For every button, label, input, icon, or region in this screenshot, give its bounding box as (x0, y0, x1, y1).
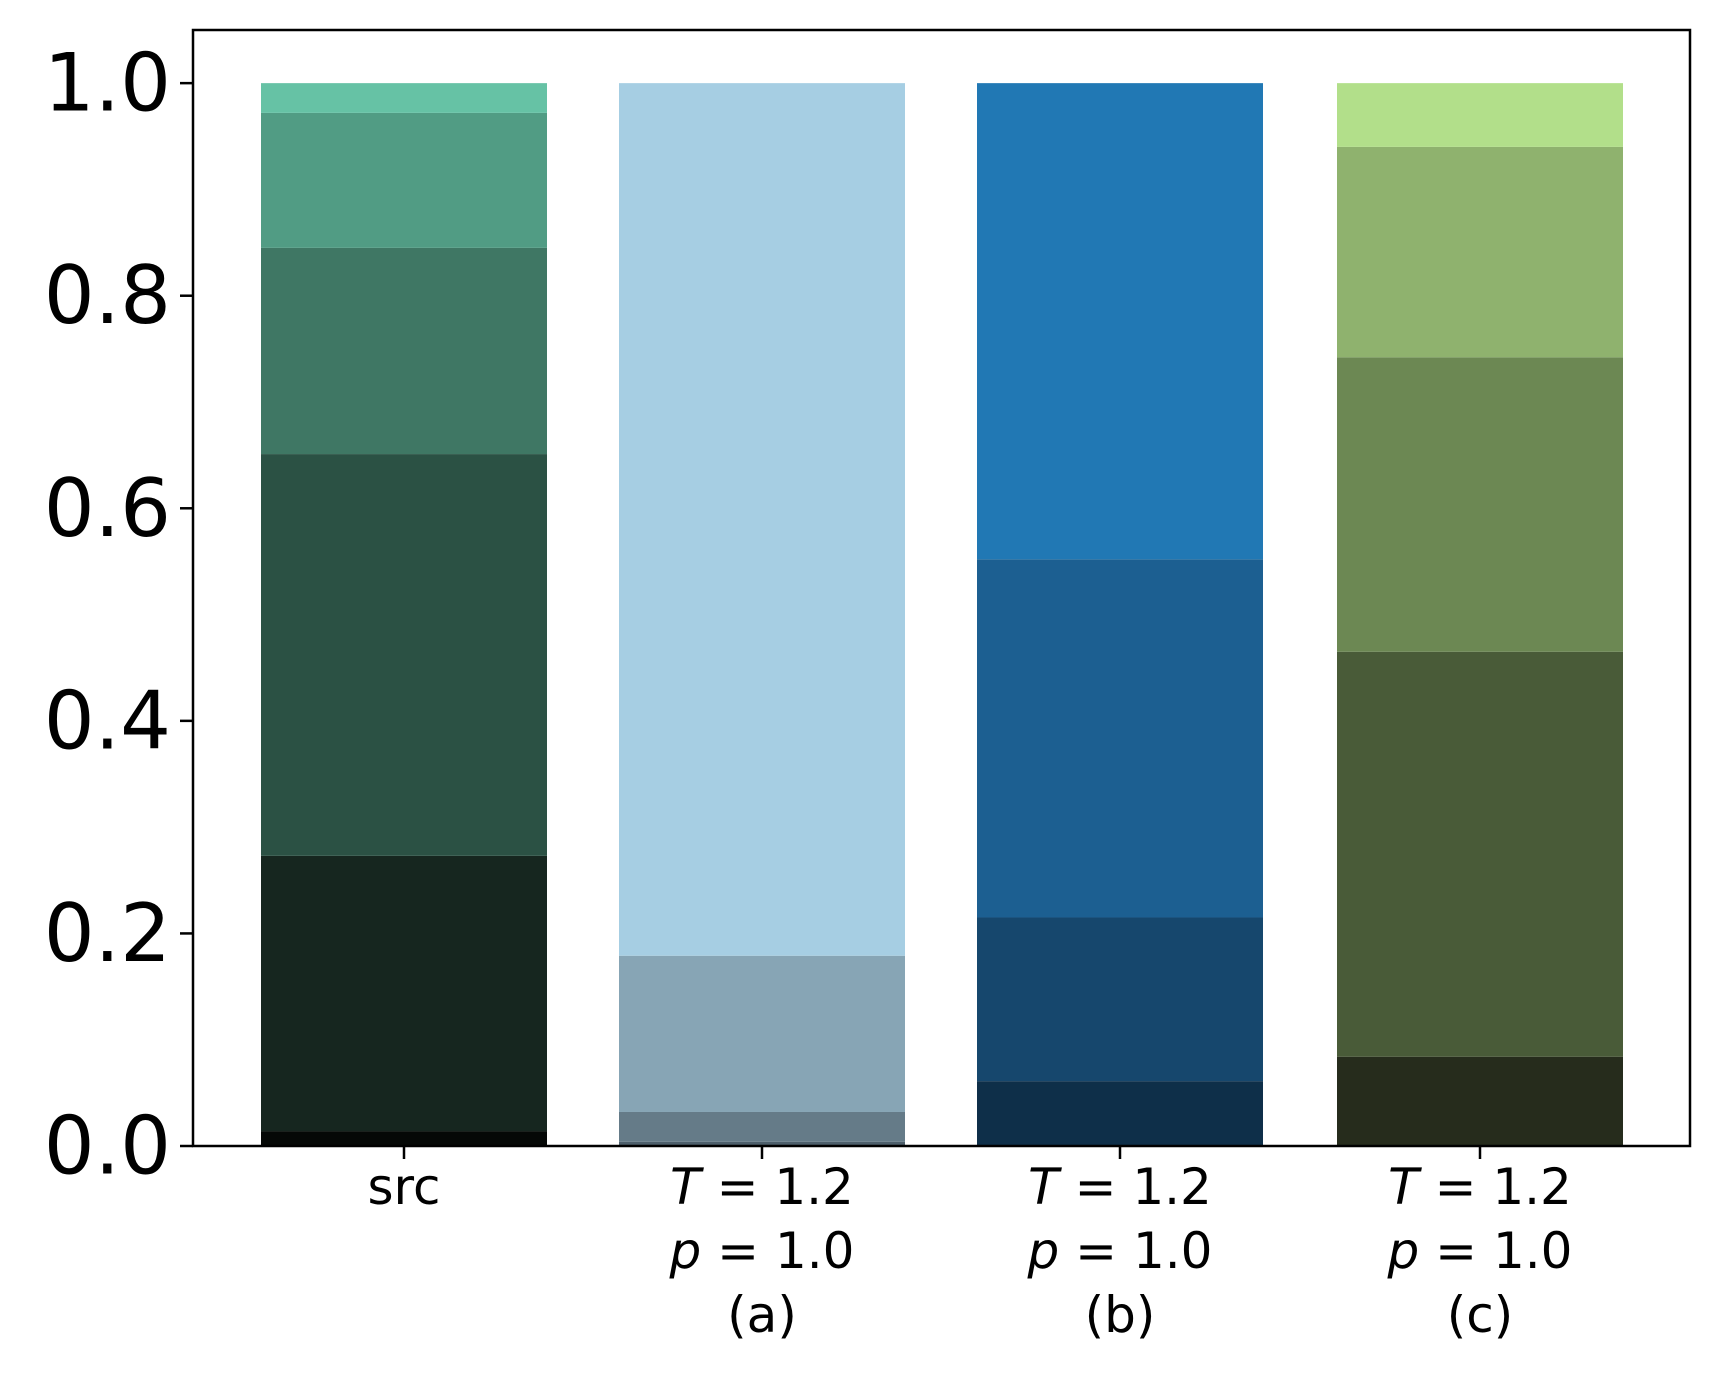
x-tick-label-b: T = 1.2 p = 1.0 (b) (1027, 1158, 1213, 1344)
x-tick-label-a: T = 1.2 p = 1.0 (a) (669, 1158, 855, 1344)
bar-segment-c-4 (1337, 83, 1623, 147)
bar-segment-c-2 (1337, 357, 1623, 652)
x-tick-label-line: (a) (727, 1286, 797, 1344)
bar-segment-src-5 (261, 83, 547, 113)
x-tick-label-line: T = 1.2 (1028, 1158, 1212, 1216)
x-tick-label-variable: p (1027, 1222, 1060, 1280)
x-tick-label-line: T = 1.2 (1388, 1158, 1572, 1216)
y-tick-label: 1.0 (44, 37, 171, 130)
x-tick-label-c: T = 1.2 p = 1.0 (c) (1387, 1158, 1573, 1344)
x-tick-label-line: p = 1.0 (669, 1222, 855, 1280)
y-tick-label: 0.4 (44, 674, 171, 767)
x-tick-label-variable: T (670, 1158, 704, 1216)
bar-segment-c-3 (1337, 146, 1623, 358)
x-tick-label-text: = 1.0 (1059, 1222, 1212, 1280)
bar-c (1337, 83, 1623, 1146)
bar-segment-b-2 (977, 559, 1263, 918)
bar-segment-a-0 (619, 1141, 905, 1146)
x-tick-label-text: (c) (1447, 1286, 1514, 1344)
x-tick-label-text: src (368, 1158, 441, 1216)
bar-a (619, 83, 905, 1146)
x-tick-label-line: T = 1.2 (670, 1158, 854, 1216)
x-tick-label-variable: T (1388, 1158, 1422, 1216)
x-tick-label-text: (a) (727, 1286, 797, 1344)
bar-segment-src-2 (261, 454, 547, 856)
bars-layer (261, 83, 1623, 1146)
x-tick-label-text: = 1.0 (701, 1222, 854, 1280)
bar-segment-src-4 (261, 112, 547, 248)
x-tick-label-line: (b) (1085, 1286, 1156, 1344)
y-tick-label: 0.0 (44, 1100, 171, 1193)
x-tick-label-variable: p (1387, 1222, 1420, 1280)
bar-segment-a-3 (619, 83, 905, 956)
x-tick-label-text: = 1.2 (1059, 1158, 1212, 1216)
y-tick-label: 0.2 (44, 887, 171, 980)
y-tick-label: 0.6 (44, 462, 171, 555)
bar-segment-src-3 (261, 247, 547, 455)
bar-segment-src-0 (261, 1131, 547, 1146)
bar-segment-b-1 (977, 917, 1263, 1082)
x-tick-label-text: (b) (1085, 1286, 1156, 1344)
bar-segment-a-2 (619, 955, 905, 1112)
bar-segment-b-3 (977, 83, 1263, 560)
x-tick-label-variable: p (669, 1222, 702, 1280)
x-tick-label-variable: T (1028, 1158, 1062, 1216)
bar-src (261, 83, 547, 1146)
x-tick-label-line: p = 1.0 (1027, 1222, 1213, 1280)
x-tick-label-text: = 1.2 (1419, 1158, 1572, 1216)
plot-frame (191, 28, 1692, 1148)
x-tick-label-line: (c) (1447, 1286, 1514, 1344)
bar-segment-c-0 (1337, 1056, 1623, 1146)
x-tick-label-text: = 1.0 (1419, 1222, 1572, 1280)
bar-segment-b-0 (977, 1081, 1263, 1146)
y-tick-label: 0.8 (44, 249, 171, 342)
bar-segment-a-1 (619, 1111, 905, 1142)
bar-segment-src-1 (261, 855, 547, 1132)
x-tick-label-src: src (368, 1158, 441, 1216)
x-axis: src T = 1.2p = 1.0(a)T = 1.2p = 1.0(b)T =… (368, 1146, 1573, 1344)
bar-b (977, 83, 1263, 1146)
x-tick-label-line: src (368, 1158, 441, 1216)
y-axis: 0.0 0.2 0.4 0.6 0.8 1.0 (44, 37, 193, 1193)
bar-segment-c-1 (1337, 651, 1623, 1057)
x-tick-label-text: = 1.2 (701, 1158, 854, 1216)
x-tick-label-line: p = 1.0 (1387, 1222, 1573, 1280)
